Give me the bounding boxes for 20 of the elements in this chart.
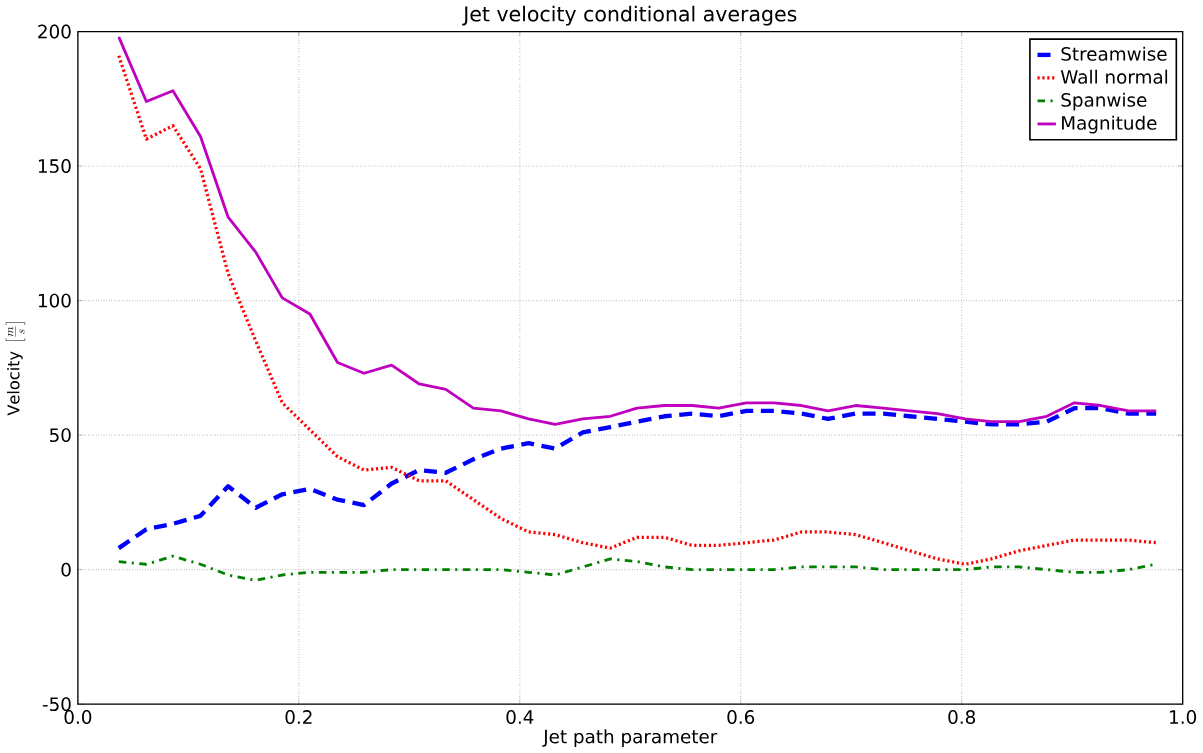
x-tick-label: 0.2 [285,710,312,725]
y-axis-title: $\mathrm{Velocity}\ \left[\frac{m}{s}\right]$ [5,322,26,416]
legend-label: Magnitude [1062,115,1157,134]
y-tick-label: 150 [38,159,71,174]
y-tick-label: 50 [50,428,71,443]
legend-label: Streamwise [1061,46,1167,61]
legend-label: Wall normal [1060,69,1168,84]
x-tick-label: 0.6 [727,710,755,725]
x-tick-label: 0.4 [506,710,534,725]
legend-label: Spanwise [1061,92,1147,111]
x-axis-title: Jet path parameter [542,729,718,748]
x-tick-label: 1.0 [1170,710,1197,725]
x-tick-label: 0.8 [948,710,976,725]
line-series [116,406,1159,551]
y-tick-label: 0 [61,562,71,577]
y-tick-label: 100 [38,293,71,308]
y-tick-label: -50 [42,697,71,712]
chart-title: Jet velocity conditional averages [462,5,797,26]
y-tick-label: 200 [38,24,71,39]
x-tick-label: 0.0 [64,710,92,725]
